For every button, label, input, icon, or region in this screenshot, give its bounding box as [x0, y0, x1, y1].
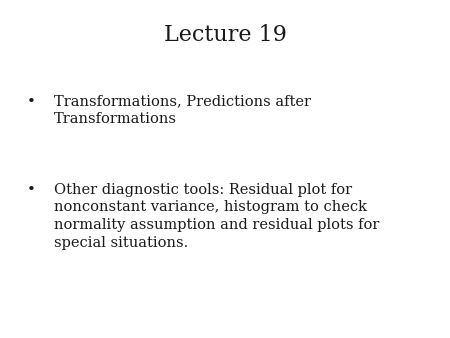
- Text: Transformations, Predictions after
Transformations: Transformations, Predictions after Trans…: [54, 95, 311, 126]
- Text: Lecture 19: Lecture 19: [163, 24, 287, 46]
- Text: •: •: [27, 183, 36, 196]
- Text: Other diagnostic tools: Residual plot for
nonconstant variance, histogram to che: Other diagnostic tools: Residual plot fo…: [54, 183, 379, 250]
- Text: •: •: [27, 95, 36, 108]
